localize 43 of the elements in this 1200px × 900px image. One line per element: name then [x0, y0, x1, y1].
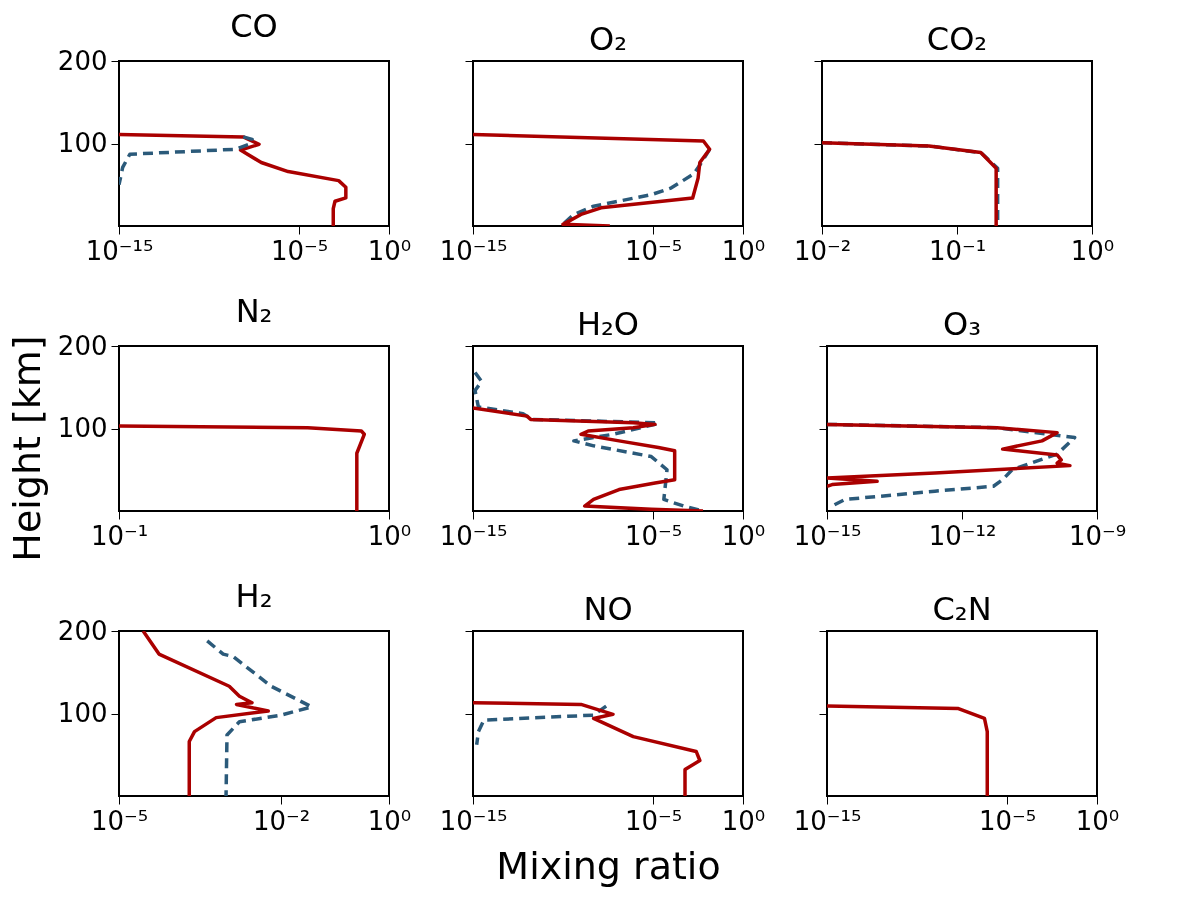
x-tick-label: 10⁻⁵ — [624, 235, 683, 266]
x-tick-label: 10⁻⁵ — [624, 520, 683, 551]
x-tick-label: 10⁻¹⁵ — [793, 520, 862, 551]
chart-title: H₂O — [576, 304, 640, 343]
x-tick-label: 10⁻⁵ — [978, 805, 1037, 836]
y-tick-label: 100 — [57, 128, 108, 158]
x-tick-label: 10⁻¹⁵ — [439, 805, 508, 836]
x-tick-label: 10⁻¹⁵ — [439, 520, 508, 551]
chart-title: O₂ — [588, 19, 628, 58]
chart-title: O₃ — [942, 304, 982, 343]
x-tick-label: 10⁰ — [367, 805, 412, 836]
chart-title: CO₂ — [926, 19, 988, 58]
chart-title: NO — [583, 589, 633, 628]
x-tick-label: 10⁻¹² — [928, 520, 997, 551]
y-tick-label: 100 — [57, 698, 108, 728]
x-tick-label: 10⁻⁵ — [90, 805, 149, 836]
x-tick-label: 10⁰ — [1075, 805, 1120, 836]
y-tick-label: 100 — [57, 413, 108, 443]
x-tick-label: 10⁻¹⁵ — [85, 235, 154, 266]
x-tick-label: 10⁻² — [793, 235, 852, 266]
y-tick-label: 200 — [57, 45, 108, 76]
chart-title: CO — [230, 7, 278, 45]
chart-title: H₂ — [235, 577, 273, 615]
x-tick-label: 10⁰ — [1070, 235, 1115, 266]
x-tick-label: 10⁰ — [721, 520, 766, 551]
x-axis-title: Mixing ratio — [496, 843, 721, 888]
x-tick-label: 10⁻¹ — [928, 235, 987, 266]
x-tick-label: 10⁻² — [252, 805, 311, 836]
y-tick-label: 200 — [57, 615, 108, 646]
x-tick-label: 10⁰ — [367, 520, 412, 551]
x-tick-label: 10⁻¹ — [90, 520, 149, 551]
y-tick-label: 200 — [57, 330, 108, 361]
y-axis-title: Height [km] — [5, 335, 50, 562]
chart-title: C₂N — [932, 589, 992, 628]
x-tick-label: 10⁻⁹ — [1068, 520, 1127, 551]
x-tick-label: 10⁻¹⁵ — [793, 805, 862, 836]
x-tick-label: 10⁰ — [367, 235, 412, 266]
x-tick-label: 10⁻⁵ — [270, 235, 329, 266]
x-tick-label: 10⁻⁵ — [624, 805, 683, 836]
x-tick-label: 10⁻¹⁵ — [439, 235, 508, 266]
x-tick-label: 10⁰ — [721, 805, 766, 836]
x-tick-label: 10⁰ — [721, 235, 766, 266]
chart-title: N₂ — [235, 292, 273, 330]
